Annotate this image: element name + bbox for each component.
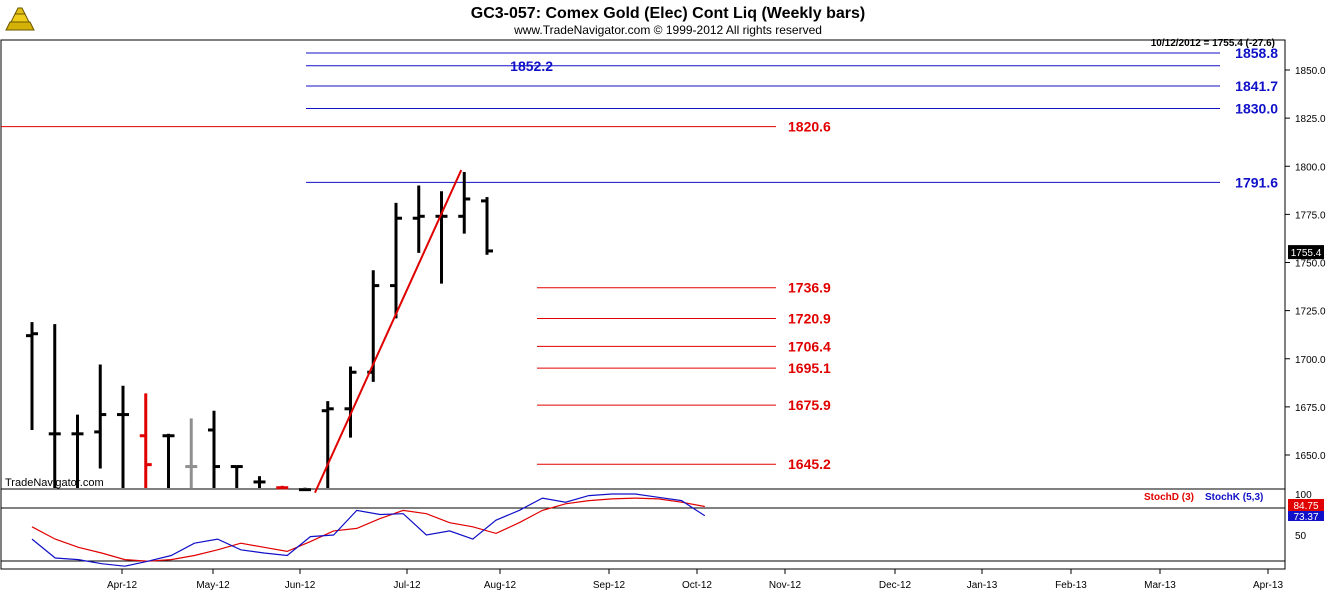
stoch-k-line — [31, 493, 706, 567]
stoch-y-tick-label: 50 — [1295, 531, 1307, 542]
legend-stoch-d: StochD (3) — [1144, 492, 1194, 503]
stoch-k-last-box — [1288, 511, 1324, 521]
trendline — [314, 169, 463, 494]
last-price-label: 1755.4 — [1291, 248, 1322, 259]
y-tick-label: 1725.0 — [1295, 307, 1326, 318]
copyright-text: www.TradeNavigator.com © 1999-2012 All r… — [513, 23, 822, 37]
y-tick-label: 1775.0 — [1295, 210, 1326, 221]
stoch-d-last-label: 84.75 — [1293, 501, 1318, 512]
price-layer: 1820.6 1736.9 1720.9 1706.4 1695.1 1675.9 1645… — [1, 45, 1324, 494]
blue-level-label: 1791.6 — [1235, 174, 1278, 190]
y-tick-label: 1700.0 — [1295, 355, 1326, 366]
x-tick-label: Feb-13 — [1055, 580, 1087, 591]
x-tick-label: Apr-13 — [1253, 580, 1283, 591]
red-level-label: 1675.9 — [788, 397, 831, 413]
legend-stoch-k: StochK (5,3) — [1205, 492, 1263, 503]
y-tick-label: 1750.0 — [1295, 259, 1326, 270]
x-tick-label: Sep-12 — [593, 580, 626, 591]
last-price-box — [1288, 245, 1324, 260]
chart-title: GC3-057: Comex Gold (Elec) Cont Liq (Wee… — [471, 5, 865, 22]
x-tick-label: Aug-12 — [484, 580, 517, 591]
gold-pile-logo-icon — [5, 7, 35, 31]
red-level-label: 1720.9 — [788, 311, 831, 327]
stoch-d-last-box — [1288, 499, 1324, 511]
x-tick-label: Mar-13 — [1144, 580, 1176, 591]
axis-layer: 1850.0 1825.0 1800.0 1775.0 1750.0 1725.0 1700… — [107, 66, 1326, 591]
x-tick-label: Jul-12 — [393, 580, 421, 591]
price-panel-frame — [0, 39, 1286, 490]
y-tick-label: 1850.0 — [1295, 66, 1326, 77]
stoch-k-last-label: 73.37 — [1293, 512, 1318, 523]
last-info: 10/12/2012 = 1755.4 (-27.6) — [1151, 38, 1275, 49]
x-tick-label: Nov-12 — [769, 580, 802, 591]
x-tick-label: Jun-12 — [285, 580, 316, 591]
red-level-label: 1820.6 — [788, 119, 831, 135]
y-tick-label: 1675.0 — [1295, 403, 1326, 414]
blue-level-label: 1858.8 — [1235, 45, 1278, 61]
y-tick-label: 1650.0 — [1295, 451, 1326, 462]
red-level-label: 1706.4 — [788, 338, 831, 354]
red-level-label: 1736.9 — [788, 280, 831, 296]
blue-level-label: 1852.2 — [510, 58, 553, 74]
y-tick-label: 1825.0 — [1295, 114, 1326, 125]
x-tick-label: Apr-12 — [107, 580, 137, 591]
red-level-label: 1645.2 — [788, 456, 831, 472]
x-tick-label: Jan-13 — [967, 580, 998, 591]
x-tick-label: Oct-12 — [682, 580, 712, 591]
stoch-y-tick-label: 100 — [1295, 490, 1312, 501]
y-tick-label: 1800.0 — [1295, 162, 1326, 173]
red-level-label: 1695.1 — [788, 360, 831, 376]
x-tick-label: May-12 — [196, 580, 230, 591]
stoch-panel-frame — [0, 488, 1286, 570]
blue-level-label: 1841.7 — [1235, 78, 1278, 94]
x-tick-label: Dec-12 — [879, 580, 912, 591]
stoch-d-line — [31, 497, 705, 562]
blue-level-label: 1830.0 — [1235, 101, 1278, 117]
